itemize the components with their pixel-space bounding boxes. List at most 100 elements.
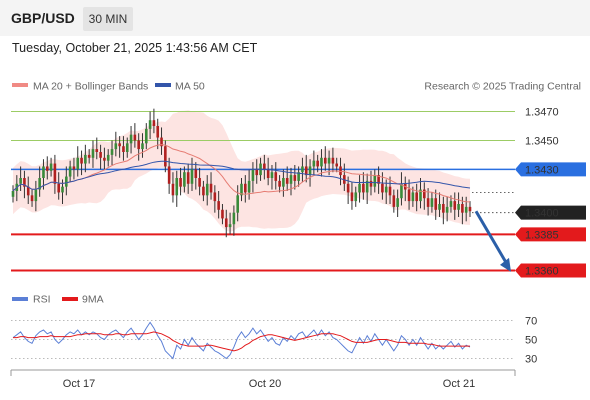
candle-body	[122, 146, 125, 152]
candle-body	[323, 157, 327, 164]
candle-body	[95, 149, 99, 152]
candle-body	[438, 204, 441, 210]
candle-body	[461, 204, 464, 213]
legend-rsi: RSI	[33, 294, 51, 306]
candle-body	[221, 209, 224, 219]
candle-body	[80, 157, 83, 164]
candle-body	[34, 189, 38, 202]
candle-body	[26, 186, 30, 196]
candle-body	[407, 189, 411, 202]
x-tick-Oct-21: Oct 21	[443, 378, 475, 390]
candle-body	[152, 120, 156, 126]
candle-body	[274, 172, 278, 181]
candle-body	[289, 175, 293, 184]
candle-body	[423, 189, 426, 199]
candle-body	[247, 180, 251, 193]
level-label-1.3360: 1.3360	[525, 265, 559, 277]
candle-body	[61, 186, 64, 193]
candle-body	[415, 192, 418, 202]
legend-rsi-ma: 9MA	[82, 294, 104, 306]
candle-body	[301, 166, 304, 173]
candle-body	[23, 178, 26, 187]
candle-body	[358, 183, 361, 193]
candle-body	[335, 163, 339, 167]
candle-body	[285, 178, 289, 184]
candle-body	[11, 191, 15, 197]
timeframe-badge[interactable]: 30 MIN	[83, 7, 133, 31]
forecast-arrow-head	[500, 257, 511, 272]
candle-body	[453, 201, 457, 210]
candle-body	[350, 192, 354, 202]
candle-body	[346, 183, 350, 193]
candle-body	[255, 169, 259, 176]
candle-body	[377, 175, 380, 184]
candle-body	[68, 166, 72, 177]
candle-body	[293, 175, 297, 181]
candle-body	[316, 160, 319, 167]
candle-body	[141, 143, 144, 150]
candle-body	[213, 192, 217, 202]
level-label-1.3400: 1.3400	[525, 208, 559, 220]
header-bar: GBP/USD 30 MIN	[0, 0, 590, 36]
candle-body	[430, 198, 434, 207]
candle-body	[148, 120, 152, 129]
candle-body	[411, 192, 415, 202]
candle-body	[167, 166, 171, 184]
candle-body	[53, 163, 57, 184]
candle-body	[232, 212, 236, 225]
candle-body	[114, 143, 118, 150]
rsi-pane: 70 50 30	[11, 316, 537, 366]
x-tick-Oct-20: Oct 20	[249, 378, 281, 390]
candle-body	[99, 152, 102, 158]
x-axis: Oct 17 Oct 20 Oct 21	[10, 369, 516, 390]
candle-body	[251, 169, 255, 181]
candle-body	[392, 195, 396, 207]
legend-rsi-swatch	[12, 297, 28, 301]
candle-body	[270, 172, 274, 178]
level-tag-1.3360	[515, 263, 586, 278]
candle-body	[106, 154, 110, 161]
candle-body	[263, 163, 266, 170]
candle-body	[312, 160, 316, 167]
forecast-arrow-shaft	[474, 210, 510, 267]
candle-body	[339, 166, 342, 176]
candle-body	[164, 146, 167, 167]
ma50-line	[12, 160, 471, 192]
candle-body	[282, 178, 285, 187]
candle-body	[84, 154, 87, 164]
legend-bollinger: MA 20 + Bollinger Bands	[33, 81, 148, 93]
candle-body	[183, 172, 186, 187]
candle-body	[57, 183, 60, 193]
candle-body	[118, 143, 121, 147]
legend-ma50-swatch	[155, 83, 171, 87]
level-label-1.3385: 1.3385	[525, 229, 559, 241]
candle-body	[381, 183, 384, 193]
candle-body	[468, 206, 472, 212]
candle-body	[30, 195, 34, 202]
candle-body	[384, 186, 388, 193]
candle-body	[38, 178, 41, 190]
candle-body	[194, 169, 198, 178]
level-tag-1.3385	[515, 227, 586, 242]
candle-body	[369, 180, 373, 187]
candle-body	[320, 157, 323, 167]
candle-body	[76, 157, 80, 170]
candle-body	[224, 218, 228, 228]
candle-body	[156, 126, 160, 138]
rsi-ma-line	[13, 331, 470, 352]
legend-bollinger-swatch	[12, 83, 28, 87]
candle-body	[327, 157, 331, 164]
candle-body	[449, 201, 453, 207]
level-tag-1.3430	[515, 162, 586, 177]
candle-body	[266, 169, 270, 178]
rsi-tick-70: 70	[525, 316, 537, 328]
candle-body	[426, 198, 430, 207]
candle-body	[297, 172, 300, 181]
candle-body	[171, 183, 175, 196]
rsi-tick-30: 30	[525, 354, 537, 366]
candle-body	[419, 189, 422, 202]
candle-body	[205, 183, 209, 196]
candle-body	[72, 166, 76, 170]
candle-body	[190, 169, 194, 184]
